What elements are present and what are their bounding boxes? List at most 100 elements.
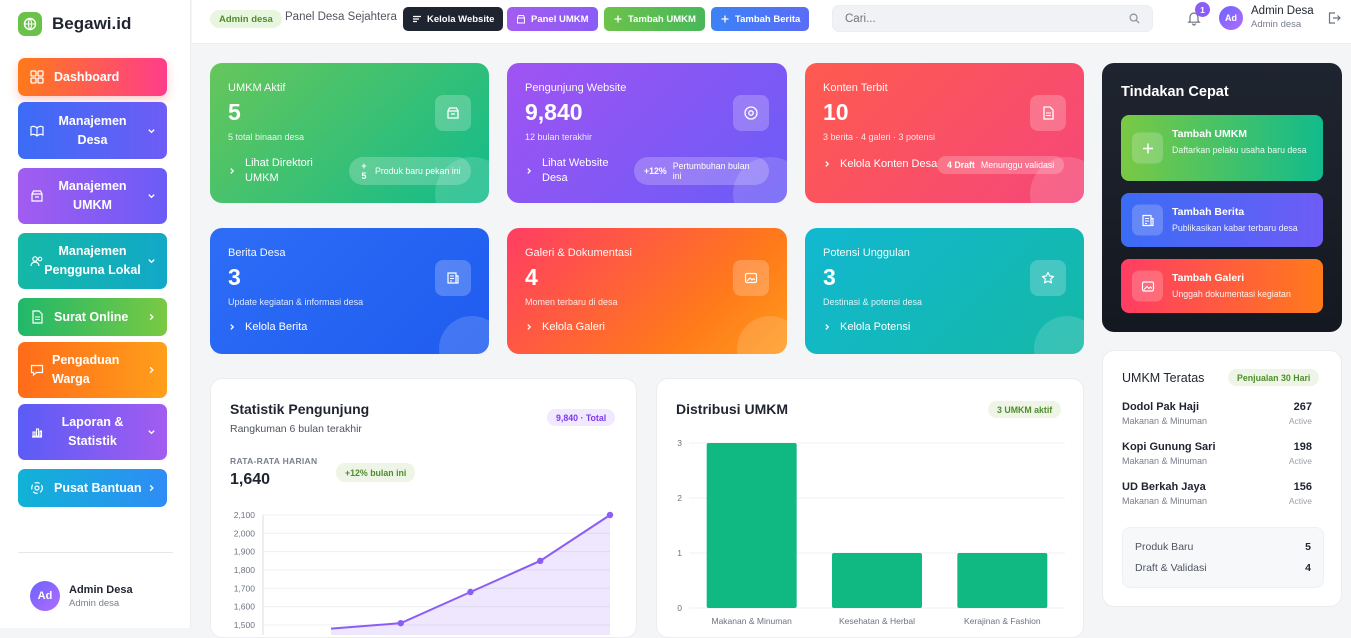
sidebar-item-label: Pengaduan Warga xyxy=(52,353,120,386)
summary-value: 5 xyxy=(1305,541,1311,553)
quick-action-subtitle: Publikasikan kabar terbaru desa xyxy=(1172,223,1298,233)
summary-label: Draft & Validasi xyxy=(1135,562,1207,574)
sidebar-item-manajemen-umkm[interactable]: Manajemen UMKM xyxy=(18,168,167,224)
summary-label: Produk Baru xyxy=(1135,541,1194,553)
card-link[interactable]: Lihat Website Desa xyxy=(525,156,630,186)
card-link[interactable]: Kelola Potensi xyxy=(823,321,910,333)
news-icon xyxy=(1132,204,1163,236)
visitor-stats-panel: Statistik Pengunjung Rangkuman 6 bulan t… xyxy=(210,378,637,638)
card-link[interactable]: Kelola Konten Desa xyxy=(823,158,937,170)
card-link[interactable]: Lihat Direktori UMKM xyxy=(228,156,343,186)
sidebar-item-label: Manajemen UMKM xyxy=(58,179,127,212)
card-pengunjung-website: Pengunjung Website 9,840 12 bulan terakh… xyxy=(507,63,787,203)
sidebar-item-surat-online[interactable]: Surat Online xyxy=(18,298,167,336)
bar xyxy=(957,553,1048,608)
card-title: Konten Terbit xyxy=(823,82,888,94)
card-subtitle: 5 total binaan desa xyxy=(228,132,305,142)
list-item[interactable]: Kopi Gunung Sari Makanan & Minuman 198 A… xyxy=(1122,441,1312,466)
chevron-down-icon xyxy=(148,128,155,133)
kelola-website-button[interactable]: Kelola Website xyxy=(403,7,504,31)
card-link-label: Kelola Potensi xyxy=(840,321,911,333)
bar xyxy=(706,443,797,608)
sidebar-item-laporan-statistik[interactable]: Laporan & Statistik xyxy=(18,404,167,460)
logout-icon[interactable] xyxy=(1327,11,1341,25)
tambah-berita-button[interactable]: Tambah Berita xyxy=(711,7,810,31)
card-value: 9,840 xyxy=(525,99,583,125)
total-tag: 9,840 · Total xyxy=(547,409,616,426)
chevron-right-icon xyxy=(149,366,154,374)
chevron-right-icon xyxy=(825,161,830,167)
panel-umkm-button[interactable]: Panel UMKM xyxy=(507,7,598,31)
user-role: Admin desa xyxy=(1251,19,1302,30)
book-icon xyxy=(30,125,44,137)
card-title: Pengunjung Website xyxy=(525,82,627,94)
avatar: Ad xyxy=(30,581,60,611)
chevron-right-icon xyxy=(230,324,235,330)
list-item[interactable]: Dodol Pak Haji Makanan & Minuman 267 Act… xyxy=(1122,401,1312,426)
sidebar-item-dashboard[interactable]: Dashboard xyxy=(18,58,167,96)
sidebar-user[interactable]: Ad Admin Desa Admin desa xyxy=(30,581,133,611)
umkm-name: UD Berkah Jaya xyxy=(1122,481,1206,493)
chip-prefix: + 5 xyxy=(361,161,367,181)
avatar: Ad xyxy=(1219,5,1243,30)
data-point xyxy=(397,619,404,627)
search-input[interactable] xyxy=(845,12,1129,25)
tambah-umkm-button[interactable]: Tambah UMKM xyxy=(604,7,705,31)
search-icon[interactable] xyxy=(1129,13,1140,24)
card-potensi-unggulan: Potensi Unggulan 3 Destinasi & potensi d… xyxy=(805,228,1084,354)
card-title: Potensi Unggulan xyxy=(823,247,910,259)
card-subtitle: 3 berita · 4 galeri · 3 potensi xyxy=(823,132,936,142)
card-link-label: Kelola Galeri xyxy=(542,321,605,333)
y-tick-label: 3 xyxy=(677,438,682,448)
tambah-umkm-label: Tambah UMKM xyxy=(628,13,696,25)
card-link[interactable]: Kelola Galeri xyxy=(525,321,605,333)
quick-action-title: Tambah UMKM xyxy=(1172,128,1248,140)
card-berita-desa: Berita Desa 3 Update kegiatan & informas… xyxy=(210,228,489,354)
umkm-summary: Produk Baru 5 Draft & Validasi 4 xyxy=(1122,527,1324,588)
sidebar-item-label: Laporan & Statistik xyxy=(61,415,124,448)
card-title: UMKM Aktif xyxy=(228,82,286,94)
panel-title: Statistik Pengunjung xyxy=(230,401,370,417)
data-point xyxy=(537,557,544,565)
card-value: 4 xyxy=(525,264,538,290)
y-tick-label: 1,800 xyxy=(234,565,256,575)
user-role: Admin desa xyxy=(69,597,120,609)
eye-icon xyxy=(733,95,769,131)
sidebar-item-pusat-bantuan[interactable]: Pusat Bantuan xyxy=(18,469,167,507)
sidebar-item-manajemen-desa[interactable]: Manajemen Desa xyxy=(18,102,167,159)
search-bar[interactable] xyxy=(832,5,1153,32)
sidebar-item-pengaduan-warga[interactable]: Pengaduan Warga xyxy=(18,342,167,398)
list-item[interactable]: UD Berkah Jaya Makanan & Minuman 156 Act… xyxy=(1122,481,1312,506)
quick-action-tambah-berita[interactable]: Tambah Berita Publikasikan kabar terbaru… xyxy=(1121,193,1323,247)
notification-badge: 1 xyxy=(1195,2,1210,17)
kelola-website-label: Kelola Website xyxy=(427,13,495,25)
quick-action-tambah-galeri[interactable]: Tambah Galeri Unggah dokumentasi kegiata… xyxy=(1121,259,1323,313)
umkm-category: Makanan & Minuman xyxy=(1122,416,1208,426)
card-link-label: Kelola Konten Desa xyxy=(840,158,938,170)
avg-label: RATA-RATA HARIAN xyxy=(230,456,318,466)
chevron-right-icon xyxy=(149,484,154,492)
chevron-down-icon xyxy=(148,194,155,199)
quick-action-tambah-umkm[interactable]: Tambah UMKM Daftarkan pelaku usaha baru … xyxy=(1121,115,1323,181)
umkm-category: Makanan & Minuman xyxy=(1122,496,1208,506)
sidebar-item-label: Surat Online xyxy=(54,309,129,324)
sidebar-item-label: Manajemen Desa xyxy=(58,113,127,147)
card-link-label: Lihat Website Desa xyxy=(542,157,609,184)
card-value: 3 xyxy=(228,264,241,290)
store-icon xyxy=(31,190,43,202)
top-user-menu[interactable]: Ad Admin Desa Admin desa xyxy=(1219,5,1314,30)
menu-icon xyxy=(413,15,421,23)
umkm-status: Active xyxy=(1288,496,1312,506)
y-tick-label: 2,000 xyxy=(234,528,256,538)
card-chip: + 5 Produk baru pekan ini xyxy=(349,157,471,185)
sidebar-item-manajemen-pengguna[interactable]: Manajemen Pengguna Lokal xyxy=(18,233,167,289)
card-link[interactable]: Kelola Berita xyxy=(228,321,307,333)
user-name: Admin Desa xyxy=(69,583,133,596)
topbar: Admin desa Panel Desa Sejahtera Kelola W… xyxy=(192,0,1351,44)
plus-icon xyxy=(1132,132,1163,164)
bar xyxy=(832,553,922,608)
card-title: Galeri & Dokumentasi xyxy=(525,247,632,259)
y-tick-label: 0 xyxy=(677,603,682,613)
y-tick-label: 2 xyxy=(677,493,682,503)
brand[interactable]: Begawi.id xyxy=(18,12,131,36)
